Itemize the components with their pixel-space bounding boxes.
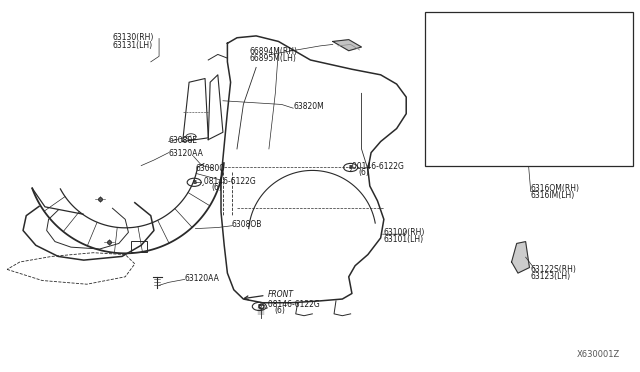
Text: 63101(LH): 63101(LH) bbox=[384, 235, 424, 244]
Text: (6): (6) bbox=[358, 168, 369, 177]
Text: ¸00146-6122G: ¸00146-6122G bbox=[349, 161, 404, 170]
Bar bbox=[131, 241, 147, 252]
Text: B: B bbox=[192, 180, 196, 185]
Text: 63131(LH): 63131(LH) bbox=[113, 41, 152, 50]
Text: FRONT: FRONT bbox=[268, 290, 294, 299]
Text: 63123(LH): 63123(LH) bbox=[531, 272, 571, 281]
Bar bbox=[426, 12, 633, 166]
Text: 63120AA: 63120AA bbox=[169, 149, 204, 158]
Text: 6316OM(RH): 6316OM(RH) bbox=[531, 184, 580, 193]
Text: 63080E: 63080E bbox=[169, 136, 198, 145]
Text: 63120AA: 63120AA bbox=[184, 274, 220, 283]
Text: 66895M(LH): 66895M(LH) bbox=[250, 54, 296, 63]
Text: ¸08146-6122G: ¸08146-6122G bbox=[201, 176, 257, 185]
Text: 63130(RH): 63130(RH) bbox=[113, 33, 154, 42]
Text: 630800: 630800 bbox=[195, 164, 225, 173]
Text: B: B bbox=[349, 165, 353, 170]
Text: 6316IM(LH): 6316IM(LH) bbox=[531, 191, 575, 200]
Text: 6308OB: 6308OB bbox=[232, 221, 262, 230]
Text: (6): (6) bbox=[211, 183, 222, 192]
Polygon shape bbox=[511, 241, 529, 273]
Text: 63100(RH): 63100(RH) bbox=[384, 228, 425, 237]
Text: (6): (6) bbox=[274, 307, 285, 315]
Text: B: B bbox=[257, 304, 262, 309]
Polygon shape bbox=[333, 39, 362, 51]
Text: 66894M(RH): 66894M(RH) bbox=[250, 47, 298, 56]
Text: 63820M: 63820M bbox=[293, 102, 324, 111]
Text: ¸08146-6122G: ¸08146-6122G bbox=[264, 299, 320, 308]
Text: X630001Z: X630001Z bbox=[577, 350, 620, 359]
Text: 63122S(RH): 63122S(RH) bbox=[531, 265, 577, 274]
